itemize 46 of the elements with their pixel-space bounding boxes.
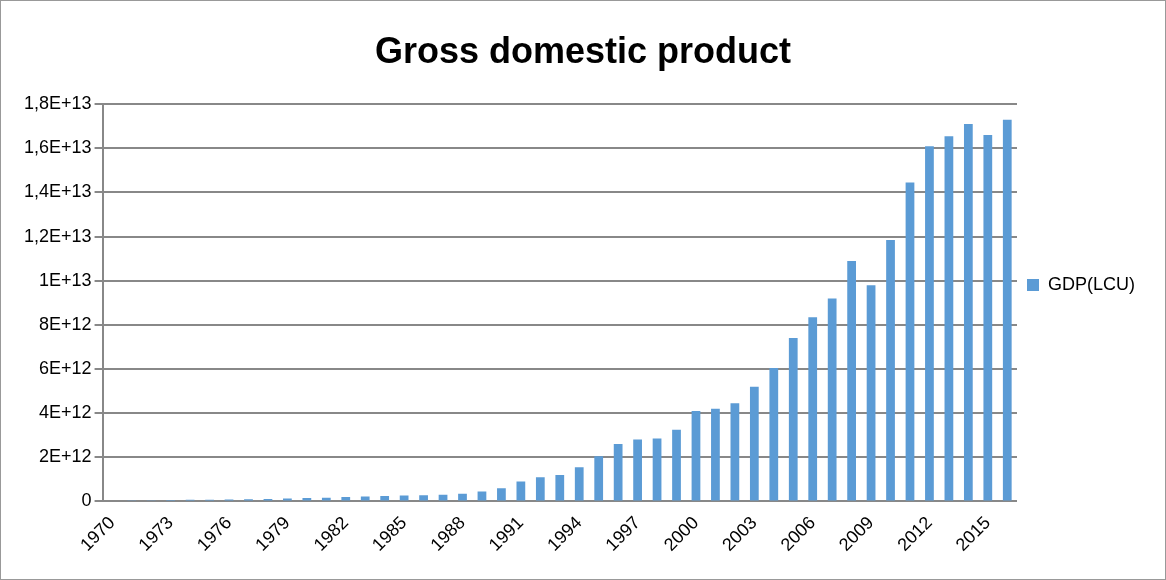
bar [574, 467, 584, 501]
y-tick-label: 1E+13 [39, 269, 92, 290]
bar [613, 444, 623, 501]
y-tick-label: 1,4E+13 [24, 181, 92, 202]
bar [847, 260, 856, 501]
bar [963, 124, 973, 501]
bar [633, 439, 642, 501]
y-tick-label: 1,6E+13 [24, 137, 92, 158]
bar [535, 477, 545, 501]
bar [477, 491, 487, 501]
y-tick-label: 1,2E+13 [24, 225, 92, 246]
bar [458, 493, 467, 501]
legend-label: GDP(LCU) [1048, 273, 1136, 294]
bar [516, 481, 526, 501]
y-tick-label: 4E+12 [39, 402, 92, 423]
y-tick-label: 2E+12 [39, 446, 92, 467]
bar [652, 438, 662, 501]
bar [711, 408, 720, 501]
bar [808, 317, 818, 501]
y-tick-label: 8E+12 [39, 313, 92, 334]
bar [1002, 119, 1012, 501]
bar [886, 239, 895, 501]
y-tick-label: 0 [81, 490, 92, 511]
bar [730, 403, 740, 501]
y-tick-label: 1,8E+13 [24, 93, 92, 114]
bar [419, 495, 428, 501]
bar [983, 135, 993, 501]
bar [905, 182, 915, 501]
bar [691, 410, 701, 501]
bar [497, 488, 506, 501]
bar [302, 498, 312, 501]
bar [866, 285, 876, 501]
bar [925, 146, 934, 501]
bar [399, 495, 409, 501]
bar [555, 474, 565, 501]
bar [380, 495, 390, 501]
bar [788, 338, 798, 501]
bar [594, 456, 604, 501]
bar [769, 367, 779, 501]
chart-title: Gross domestic product [374, 29, 792, 71]
bar [944, 136, 954, 501]
y-tick-label: 6E+12 [39, 357, 92, 378]
bar [749, 386, 759, 501]
bar [827, 298, 837, 501]
bar [672, 429, 681, 501]
bar [341, 497, 351, 501]
